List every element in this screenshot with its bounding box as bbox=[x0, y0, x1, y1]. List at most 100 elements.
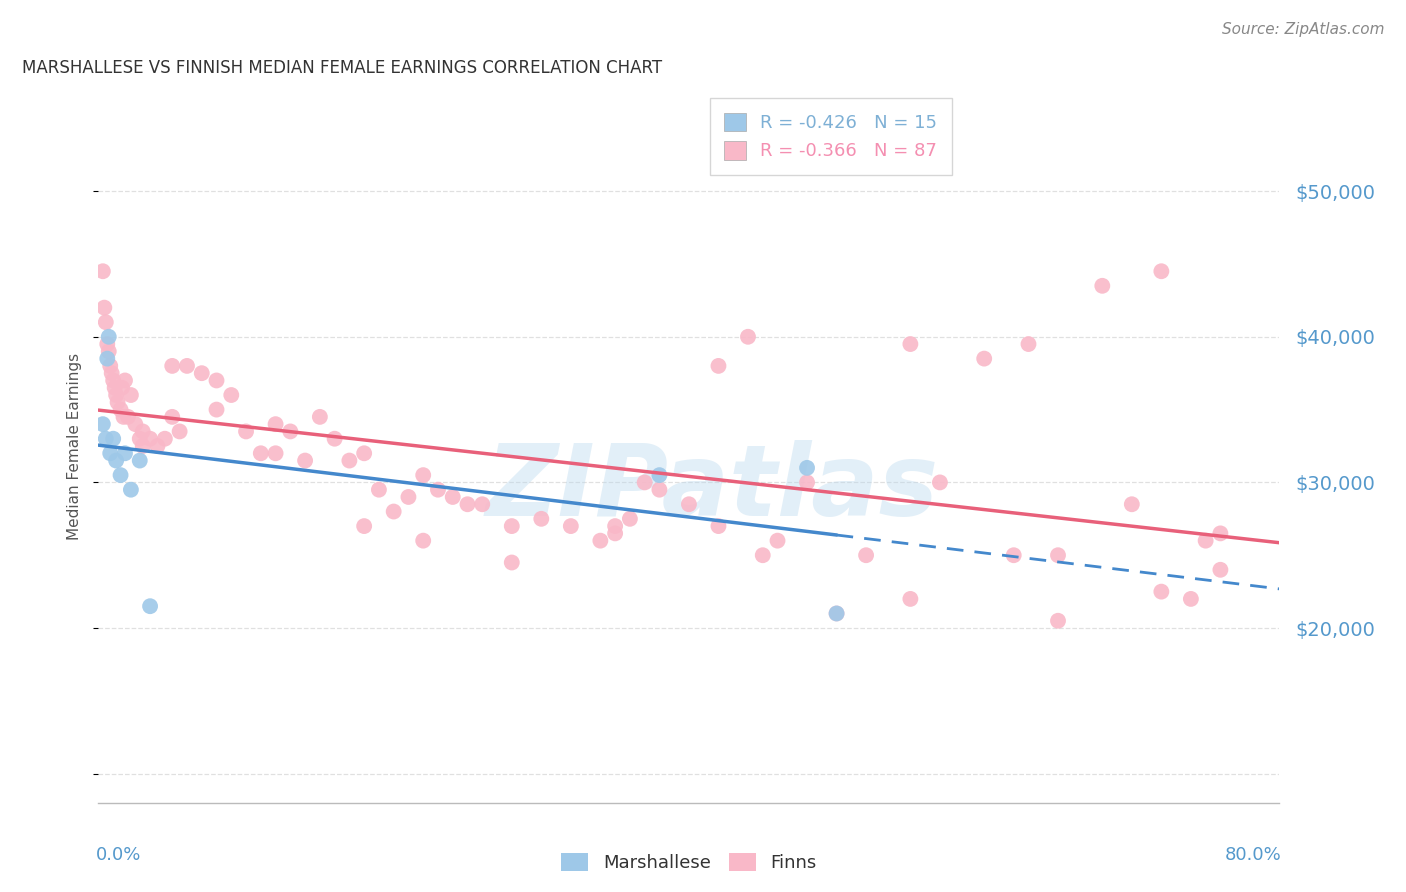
Point bbox=[120, 388, 142, 402]
Point bbox=[162, 409, 183, 424]
Point bbox=[619, 512, 641, 526]
Point bbox=[103, 432, 125, 446]
Point bbox=[91, 264, 114, 278]
Point bbox=[412, 533, 434, 548]
Point bbox=[605, 526, 627, 541]
Point bbox=[353, 519, 375, 533]
Point bbox=[112, 409, 135, 424]
Point bbox=[205, 374, 228, 388]
Point bbox=[1121, 497, 1143, 511]
Point bbox=[456, 497, 478, 511]
Point bbox=[900, 337, 922, 351]
Point bbox=[94, 432, 117, 446]
Text: 80.0%: 80.0% bbox=[1225, 846, 1282, 863]
Point bbox=[1150, 584, 1173, 599]
Point bbox=[103, 374, 125, 388]
Legend: R = -0.426   N = 15, R = -0.366   N = 87: R = -0.426 N = 15, R = -0.366 N = 87 bbox=[710, 98, 952, 175]
Point bbox=[737, 330, 759, 344]
Point bbox=[825, 607, 848, 621]
Point bbox=[98, 359, 121, 373]
Point bbox=[104, 381, 127, 395]
Y-axis label: Median Female Earnings: Median Female Earnings bbox=[67, 352, 83, 540]
Point bbox=[530, 512, 553, 526]
Point bbox=[221, 388, 243, 402]
Point bbox=[648, 483, 671, 497]
Point bbox=[678, 497, 700, 511]
Point bbox=[264, 417, 287, 432]
Point bbox=[382, 504, 405, 518]
Point bbox=[94, 315, 117, 329]
Point bbox=[796, 460, 818, 475]
Point bbox=[412, 468, 434, 483]
Point bbox=[100, 366, 122, 380]
Point bbox=[162, 359, 183, 373]
Point bbox=[96, 351, 118, 366]
Point bbox=[132, 425, 155, 439]
Point bbox=[294, 453, 316, 467]
Point bbox=[117, 409, 139, 424]
Point bbox=[235, 425, 257, 439]
Point bbox=[796, 475, 818, 490]
Point bbox=[1195, 533, 1218, 548]
Point bbox=[132, 439, 155, 453]
Point bbox=[93, 301, 115, 315]
Point bbox=[928, 475, 950, 490]
Point bbox=[766, 533, 789, 548]
Point bbox=[707, 359, 730, 373]
Point bbox=[205, 402, 228, 417]
Point bbox=[396, 490, 419, 504]
Point bbox=[441, 490, 464, 504]
Point bbox=[633, 475, 655, 490]
Point bbox=[973, 351, 995, 366]
Point bbox=[648, 468, 671, 483]
Point bbox=[707, 519, 730, 533]
Point bbox=[124, 417, 146, 432]
Point bbox=[501, 556, 523, 570]
Point bbox=[589, 533, 612, 548]
Point bbox=[139, 432, 162, 446]
Point bbox=[1002, 548, 1025, 562]
Text: ZIPatlas: ZIPatlas bbox=[486, 441, 939, 537]
Point bbox=[111, 381, 134, 395]
Point bbox=[97, 344, 120, 359]
Point bbox=[98, 446, 121, 460]
Point bbox=[1209, 526, 1232, 541]
Text: 0.0%: 0.0% bbox=[96, 846, 142, 863]
Point bbox=[153, 432, 176, 446]
Point bbox=[1046, 548, 1069, 562]
Point bbox=[751, 548, 773, 562]
Text: Source: ZipAtlas.com: Source: ZipAtlas.com bbox=[1222, 22, 1385, 37]
Point bbox=[1209, 563, 1232, 577]
Point bbox=[114, 446, 136, 460]
Point bbox=[1091, 278, 1114, 293]
Point bbox=[339, 453, 360, 467]
Point bbox=[309, 409, 332, 424]
Point bbox=[139, 599, 162, 614]
Point bbox=[1046, 614, 1069, 628]
Point bbox=[368, 483, 391, 497]
Point bbox=[560, 519, 582, 533]
Point bbox=[1180, 591, 1202, 606]
Point bbox=[250, 446, 273, 460]
Point bbox=[605, 519, 627, 533]
Point bbox=[120, 483, 142, 497]
Point bbox=[278, 425, 302, 439]
Point bbox=[96, 337, 118, 351]
Point bbox=[107, 395, 129, 409]
Point bbox=[114, 374, 136, 388]
Point bbox=[1017, 337, 1039, 351]
Point bbox=[1150, 264, 1173, 278]
Point bbox=[105, 388, 128, 402]
Point bbox=[471, 497, 494, 511]
Point bbox=[825, 607, 848, 621]
Point bbox=[855, 548, 877, 562]
Point bbox=[91, 417, 114, 432]
Point bbox=[900, 591, 922, 606]
Point bbox=[191, 366, 214, 380]
Point bbox=[105, 453, 128, 467]
Text: MARSHALLESE VS FINNISH MEDIAN FEMALE EARNINGS CORRELATION CHART: MARSHALLESE VS FINNISH MEDIAN FEMALE EAR… bbox=[21, 59, 662, 77]
Point bbox=[146, 439, 169, 453]
Point bbox=[264, 446, 287, 460]
Point bbox=[176, 359, 198, 373]
Point bbox=[110, 402, 132, 417]
